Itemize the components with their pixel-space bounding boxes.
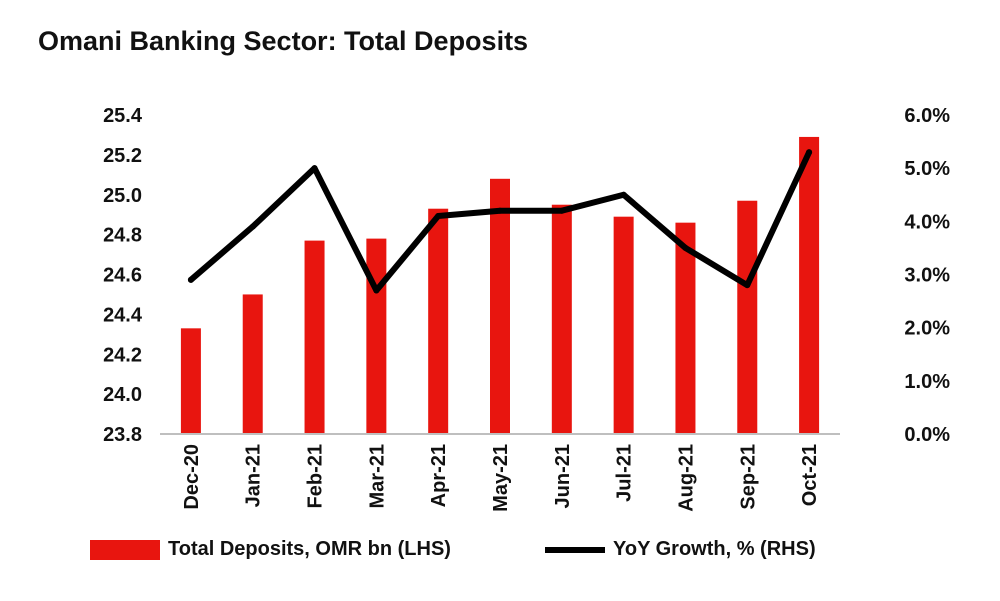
bar-oct-21 — [799, 136, 820, 434]
left-tick-label: 23.8 — [103, 424, 142, 446]
growth-point-sep-21 — [744, 282, 751, 289]
left-tick-label: 24.6 — [103, 265, 142, 287]
bar-dec-20 — [180, 328, 201, 434]
legend-swatch-bar — [90, 539, 160, 560]
x-tick-label: Mar-21 — [366, 444, 388, 508]
x-axis-ticks: Dec-20 Jan-21 Feb-21 Mar-21 Apr-21 May-21 Jun-… — [181, 444, 821, 512]
growth-point-jan-21 — [249, 223, 256, 230]
growth-point-feb-21 — [311, 165, 318, 172]
bar-aug-21 — [675, 222, 696, 434]
right-tick-label: 0.0% — [904, 424, 950, 446]
bar-may-21 — [490, 178, 510, 434]
left-tick-label: 25.4 — [103, 105, 143, 127]
x-tick-label: Jun-21 — [552, 444, 574, 508]
bar-jan-21 — [242, 294, 263, 434]
x-tick-label: May-21 — [490, 444, 512, 512]
x-tick-label: Feb-21 — [305, 444, 327, 508]
left-tick-label: 24.8 — [103, 225, 142, 247]
bar-jul-21 — [613, 216, 634, 434]
x-tick-label: Dec-20 — [181, 444, 203, 510]
growth-point-jun-21 — [558, 207, 565, 214]
bar-jun-21 — [551, 204, 572, 434]
right-tick-label: 1.0% — [904, 371, 950, 393]
right-tick-label: 3.0% — [904, 265, 950, 287]
x-tick-label: Aug-21 — [675, 444, 697, 512]
legend-item-growth: YoY Growth, % (RHS) — [545, 538, 816, 561]
right-tick-label: 2.0% — [904, 318, 950, 340]
left-tick-label: 25.2 — [103, 145, 142, 167]
bar-feb-21 — [304, 240, 325, 434]
x-tick-label: Apr-21 — [428, 444, 450, 507]
right-tick-label: 4.0% — [904, 211, 950, 233]
x-tick-label: Sep-21 — [737, 444, 759, 510]
growth-point-jul-21 — [620, 191, 627, 198]
bar-sep-21 — [737, 200, 758, 434]
growth-point-mar-21 — [373, 287, 380, 294]
bar-apr-21 — [428, 208, 449, 434]
x-tick-label: Oct-21 — [799, 444, 821, 506]
legend-swatch-line — [545, 546, 605, 553]
growth-point-oct-21 — [806, 149, 813, 156]
legend-label-growth: YoY Growth, % (RHS) — [613, 538, 816, 560]
left-tick-label: 24.0 — [103, 384, 142, 406]
legend-item-deposits: Total Deposits, OMR bn (LHS) — [90, 538, 451, 561]
bar-mar-21 — [366, 238, 387, 434]
x-tick-label: Jan-21 — [243, 444, 265, 507]
legend: Total Deposits, OMR bn (LHS) YoY Growth,… — [0, 538, 1000, 578]
line-layer — [187, 149, 813, 294]
growth-point-may-21 — [497, 207, 503, 214]
left-tick-label: 24.4 — [103, 304, 143, 326]
growth-point-aug-21 — [682, 244, 689, 251]
right-tick-label: 6.0% — [904, 105, 950, 127]
legend-label-deposits: Total Deposits, OMR bn (LHS) — [168, 538, 451, 560]
growth-point-apr-21 — [435, 213, 442, 220]
chart-title: Omani Banking Sector: Total Deposits — [38, 26, 529, 56]
growth-point-dec-20 — [187, 276, 194, 283]
left-tick-label: 24.2 — [103, 344, 142, 366]
right-tick-label: 5.0% — [904, 158, 950, 180]
left-tick-label: 25.0 — [103, 185, 142, 207]
x-tick-label: Jul-21 — [614, 444, 636, 502]
bars-layer — [180, 136, 820, 434]
left-axis-ticks: 23.8 24.0 24.2 24.4 24.6 24.8 25.0 25.2 25.4 — [103, 105, 143, 446]
right-axis-ticks: 0.0% 1.0% 2.0% 3.0% 4.0% 5.0% 6.0% — [904, 105, 950, 446]
